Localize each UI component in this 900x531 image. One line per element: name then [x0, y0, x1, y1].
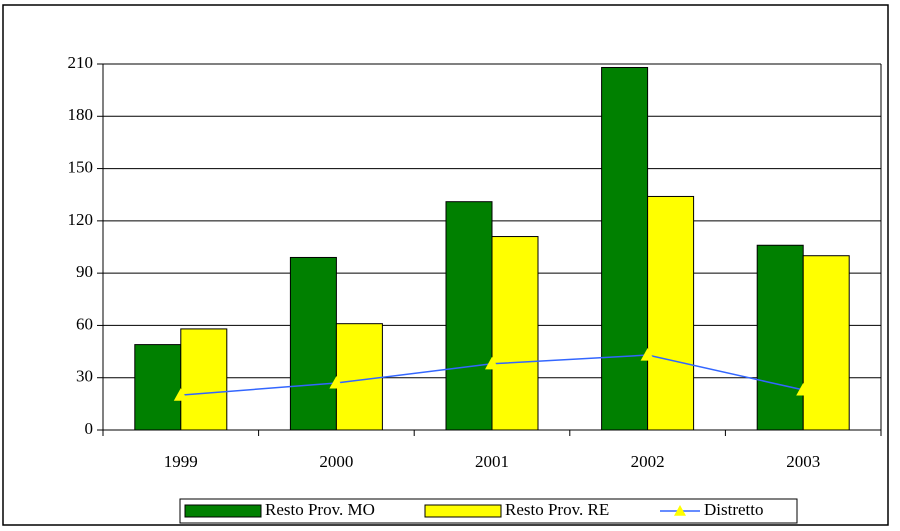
legend-label: Resto Prov. RE — [505, 500, 609, 519]
bar — [756, 244, 804, 431]
y-tick-label: 0 — [85, 419, 94, 438]
bar — [335, 323, 383, 431]
legend-swatch — [424, 504, 502, 518]
y-tick-label: 210 — [68, 53, 94, 72]
y-tick-label: 30 — [76, 367, 93, 386]
x-tick-label: 2000 — [319, 452, 353, 471]
legend-label: Resto Prov. MO — [265, 500, 375, 519]
y-tick-label: 90 — [76, 262, 93, 281]
x-tick-label: 2003 — [786, 452, 820, 471]
line-marker — [485, 356, 499, 370]
x-tick-label: 2001 — [475, 452, 509, 471]
y-tick-label: 120 — [68, 210, 94, 229]
bar — [289, 256, 337, 431]
line-marker — [329, 375, 344, 389]
x-tick-label: 1999 — [164, 452, 198, 471]
bar — [445, 201, 493, 431]
legend-label: Distretto — [704, 500, 764, 519]
x-tick-label: 2002 — [631, 452, 665, 471]
bar — [491, 236, 539, 431]
line-marker — [173, 388, 188, 401]
line-marker — [640, 348, 655, 361]
bar — [647, 195, 695, 431]
line-marker — [796, 382, 811, 396]
bar — [601, 66, 649, 431]
legend-marker — [674, 505, 686, 516]
y-tick-label: 180 — [68, 105, 94, 124]
y-tick-label: 60 — [76, 314, 93, 333]
bar — [180, 328, 228, 431]
legend-swatch — [184, 504, 262, 518]
bar — [802, 255, 850, 431]
bar — [134, 344, 182, 431]
y-tick-label: 150 — [68, 157, 94, 176]
